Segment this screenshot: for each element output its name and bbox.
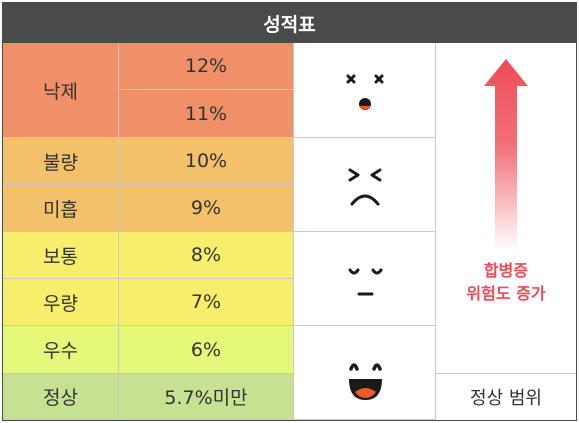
value-text: 6%	[190, 338, 222, 361]
grade-poor: 불량	[3, 138, 119, 185]
grade-excellent: 우수	[3, 326, 119, 374]
face-cell	[294, 326, 436, 420]
value-cell: 8%	[119, 232, 294, 279]
grade-average: 보통	[3, 232, 119, 279]
neutral-face-icon	[348, 268, 383, 296]
dizzy-face-icon	[346, 74, 384, 110]
grade-label: 정상	[43, 387, 78, 409]
grade-label: 불량	[43, 151, 78, 174]
face-cell	[294, 232, 436, 326]
value-cell: 6%	[119, 326, 294, 374]
grade-label: 미흡	[43, 198, 78, 221]
value-text: 10%	[184, 150, 228, 172]
risk-label-line1: 합병증	[483, 261, 529, 280]
wince-face-icon	[348, 168, 382, 206]
value-text: 5.7%미만	[164, 387, 248, 409]
value-text: 9%	[190, 197, 222, 219]
value-text: 7%	[190, 291, 222, 313]
grade-label: 보통	[43, 245, 78, 268]
face-cell	[294, 43, 436, 138]
table-title: 성적표	[3, 3, 576, 43]
face-cell	[294, 138, 436, 232]
value-cell: 7%	[119, 279, 294, 326]
value-cell: 9%	[119, 185, 294, 232]
value-cell: 10%	[119, 138, 294, 185]
value-text: 11%	[184, 102, 228, 125]
grade-label: 우량	[43, 292, 78, 315]
value-cell: 12%	[119, 43, 294, 90]
grade-label: 우수	[43, 340, 78, 362]
risk-trend-panel: 합병증 위험도 증가	[436, 43, 576, 374]
normal-range-label: 정상 범위	[470, 388, 542, 409]
grade-label: 낙제	[43, 80, 78, 103]
grade-good: 우량	[3, 279, 119, 326]
grade-normal: 정상	[3, 374, 119, 420]
value-cell: 11%	[119, 90, 294, 138]
grade-fail: 낙제	[3, 43, 119, 138]
risk-label-line2: 위험도 증가	[466, 284, 546, 303]
risk-increase-label: 합병증 위험도 증가	[436, 259, 576, 305]
value-text: 12%	[184, 55, 228, 77]
value-text: 8%	[190, 244, 222, 266]
laughing-face-icon	[349, 363, 382, 400]
up-arrow-icon	[484, 59, 528, 251]
grade-insufficient: 미흡	[3, 185, 119, 232]
value-cell: 5.7%미만	[119, 374, 294, 420]
